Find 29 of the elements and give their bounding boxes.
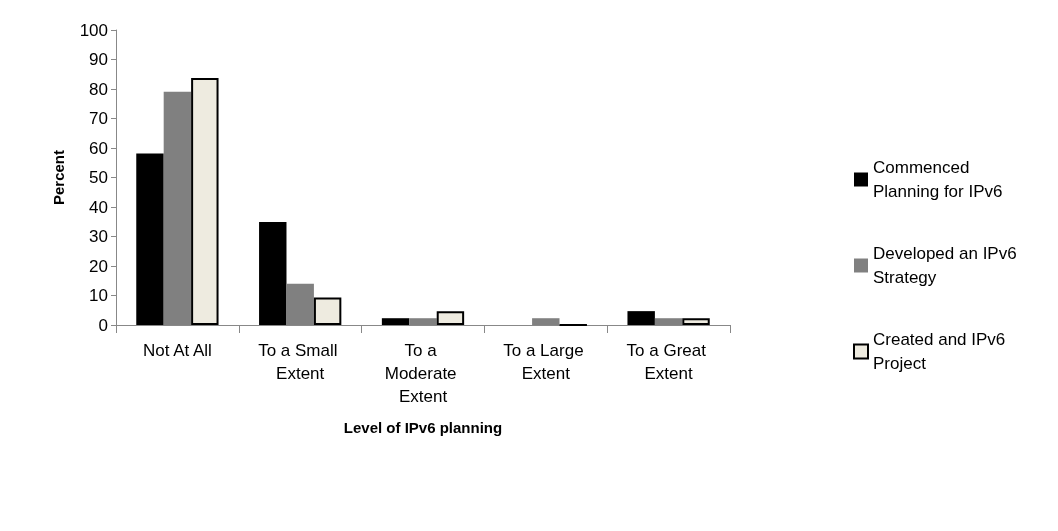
x-tick-label: To a Moderate Extent: [384, 341, 462, 406]
x-tick-label: To a Large Extent: [503, 341, 589, 383]
bar: [191, 78, 219, 325]
x-tick-label: To a Great Extent: [626, 341, 711, 383]
y-tick-label: 30: [89, 227, 108, 246]
y-tick-label: 90: [89, 50, 108, 69]
x-axis-title: Level of IPv6 planning: [343, 419, 503, 436]
bar: [627, 311, 655, 325]
y-tick-label: 10: [89, 286, 108, 305]
y-tick-label: 80: [89, 79, 108, 99]
y-tick-label: 60: [89, 138, 108, 158]
legend-label: Created and IPv6 Project: [873, 330, 1011, 373]
y-tick-label: 100: [79, 20, 108, 40]
legend-label: Developed an IPv6 Strategy: [873, 244, 1022, 287]
bar: [136, 153, 164, 325]
y-tick-label: 0: [98, 315, 108, 335]
legend-label: Commenced Planning for IPv6: [873, 158, 1003, 201]
y-tick-label: 40: [89, 197, 108, 217]
bar: [436, 311, 465, 325]
y-tick-label: 20: [89, 256, 108, 276]
y-tick-label: 70: [89, 109, 108, 128]
bar: [682, 318, 710, 325]
x-tick-label: Not At All: [142, 341, 212, 360]
bar: [313, 297, 342, 325]
y-tick-label: 50: [89, 168, 108, 187]
x-tick-label: To a Small Extent: [258, 341, 343, 383]
y-axis-title: Percent: [50, 149, 67, 206]
bar: [259, 222, 287, 325]
bar: [381, 318, 410, 325]
